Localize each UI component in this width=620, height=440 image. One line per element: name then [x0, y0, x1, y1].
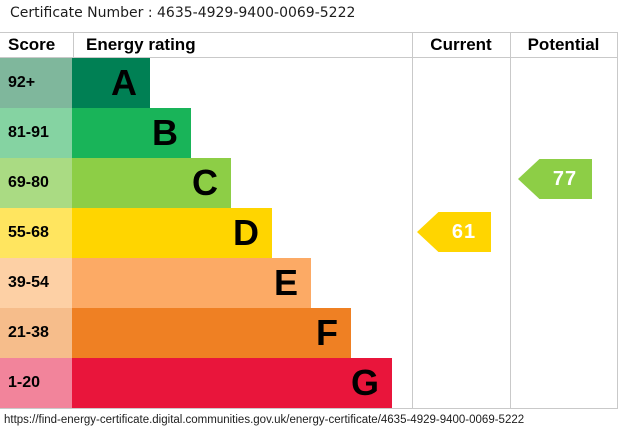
band-row-f: 21-38 F [0, 308, 618, 358]
band-g-bar: G [72, 358, 392, 408]
band-row-a: 92+ A [0, 58, 618, 108]
table-bottom-border [0, 408, 618, 409]
band-c-bar: C [72, 158, 231, 208]
band-c-score-range: 69-80 [0, 158, 72, 208]
band-f-bar: F [72, 308, 351, 358]
table-right-border [617, 32, 618, 409]
band-g-score-range: 1-20 [0, 358, 72, 408]
band-b-bar: B [72, 108, 191, 158]
potential-column-divider [510, 32, 511, 409]
column-header-energy-rating: Energy rating [86, 35, 196, 54]
current-column-divider [412, 32, 413, 409]
certificate-number: Certificate Number : 4635-4929-9400-0069… [10, 5, 356, 21]
column-header-current: Current [430, 35, 492, 54]
header-bottom-border [0, 57, 618, 58]
band-row-c: 69-80 C [0, 158, 618, 208]
band-row-e: 39-54 E [0, 258, 618, 308]
table-top-border [0, 32, 618, 33]
band-e-score-range: 39-54 [0, 258, 72, 308]
band-d-score-range: 55-68 [0, 208, 72, 258]
score-column-divider [73, 33, 74, 57]
column-header-score: Score [8, 35, 56, 54]
band-a-bar: A [72, 58, 150, 108]
column-header-potential: Potential [527, 35, 600, 54]
certificate-url: https://find-energy-certificate.digital.… [4, 414, 525, 426]
band-d-bar: D [72, 208, 272, 258]
band-b-score-range: 81-91 [0, 108, 72, 158]
band-f-score-range: 21-38 [0, 308, 72, 358]
band-row-g: 1-20 G [0, 358, 618, 408]
band-a-score-range: 92+ [0, 58, 72, 108]
band-row-b: 81-91 B [0, 108, 618, 158]
band-row-d: 55-68 D [0, 208, 618, 258]
band-e-bar: E [72, 258, 311, 308]
